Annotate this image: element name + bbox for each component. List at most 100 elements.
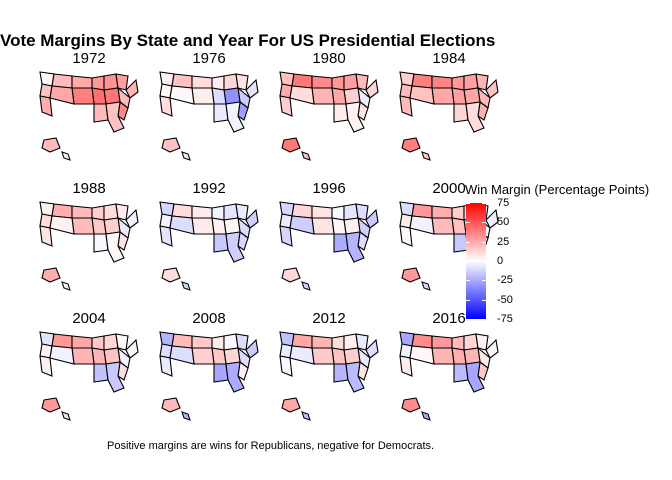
state-map (399, 71, 499, 161)
alaska-region (161, 397, 181, 413)
state-region (245, 78, 259, 99)
state-region (71, 335, 93, 349)
state-region (311, 75, 333, 89)
state-region (431, 87, 455, 105)
legend-tick (466, 299, 470, 301)
state-region (191, 217, 215, 235)
state-region (289, 345, 315, 365)
state-region (279, 95, 293, 117)
legend-tick-label: -25 (497, 274, 513, 287)
state-region (225, 101, 245, 133)
hawaii-region (301, 411, 311, 421)
state-region (431, 75, 453, 89)
state-region (289, 215, 315, 235)
legend-title: Win Margin (Percentage Points) (465, 182, 650, 197)
state-region (103, 217, 121, 235)
legend-tick-label: 25 (497, 235, 510, 248)
state-region (191, 75, 213, 89)
hawaii-region (181, 411, 191, 421)
chart-caption: Positive margins are wins for Republican… (107, 440, 435, 452)
state-region (223, 87, 241, 105)
state-region (225, 361, 245, 393)
state-region (485, 338, 499, 359)
state-map (159, 71, 259, 161)
state-region (103, 347, 121, 365)
legend-tick (466, 241, 470, 243)
state-region (191, 335, 213, 349)
state-region (125, 338, 139, 359)
state-region (365, 338, 379, 359)
legend-tick (466, 319, 470, 320)
state-region (343, 87, 361, 105)
state-region (311, 217, 335, 235)
chart-title: Vote Margins By State and Year For US Pr… (0, 31, 496, 50)
state-region (431, 347, 455, 365)
state-region (431, 205, 453, 219)
state-region (49, 345, 75, 365)
state-region (409, 215, 435, 235)
panel-title: 1984 (432, 50, 466, 67)
legend-tick (466, 280, 470, 282)
legend-colorbar (466, 203, 486, 319)
state-map (39, 201, 139, 291)
state-region (343, 347, 361, 365)
legend-tick (482, 319, 486, 320)
state-region (169, 345, 195, 365)
state-region (409, 345, 435, 365)
alaska-region (161, 137, 181, 153)
state-region (345, 361, 365, 393)
state-region (279, 225, 293, 247)
state-region (345, 231, 365, 263)
state-region (311, 335, 333, 349)
state-region (431, 217, 455, 235)
hawaii-region (301, 151, 311, 161)
state-region (399, 355, 413, 377)
alaska-region (161, 267, 181, 283)
legend-tick-label: -75 (497, 313, 513, 325)
alaska-region (401, 267, 421, 283)
state-region (399, 95, 413, 117)
panel-title: 2012 (312, 310, 346, 327)
state-region (105, 361, 125, 393)
state-region (223, 347, 241, 365)
panel-title: 1976 (192, 50, 226, 67)
panel-title: 2016 (432, 310, 466, 327)
state-region (125, 208, 139, 229)
state-region (485, 78, 499, 99)
alaska-region (281, 397, 301, 413)
state-region (105, 231, 125, 263)
state-region (39, 225, 53, 247)
state-region (245, 208, 259, 229)
hawaii-region (301, 281, 311, 291)
state-map (39, 71, 139, 161)
legend-tick (482, 241, 486, 243)
legend-tick (466, 222, 470, 224)
state-region (71, 205, 93, 219)
state-region (463, 347, 481, 365)
alaska-region (401, 397, 421, 413)
panel-title: 1996 (312, 180, 346, 197)
hawaii-region (421, 281, 431, 291)
state-region (71, 217, 95, 235)
state-region (465, 101, 485, 133)
state-region (39, 355, 53, 377)
state-region (39, 95, 53, 117)
panel-title: 1980 (312, 50, 346, 67)
alaska-region (41, 397, 61, 413)
state-region (191, 87, 215, 105)
state-region (485, 208, 499, 229)
state-region (279, 355, 293, 377)
state-region (223, 217, 241, 235)
state-region (311, 205, 333, 219)
state-map (159, 201, 259, 291)
hawaii-region (61, 281, 71, 291)
state-map (39, 331, 139, 421)
alaska-region (281, 267, 301, 283)
legend-tick-label: -50 (497, 293, 513, 306)
legend-tick (466, 203, 470, 204)
state-region (169, 85, 195, 105)
state-region (465, 361, 485, 393)
state-region (49, 215, 75, 235)
state-region (431, 335, 453, 349)
hawaii-region (181, 151, 191, 161)
